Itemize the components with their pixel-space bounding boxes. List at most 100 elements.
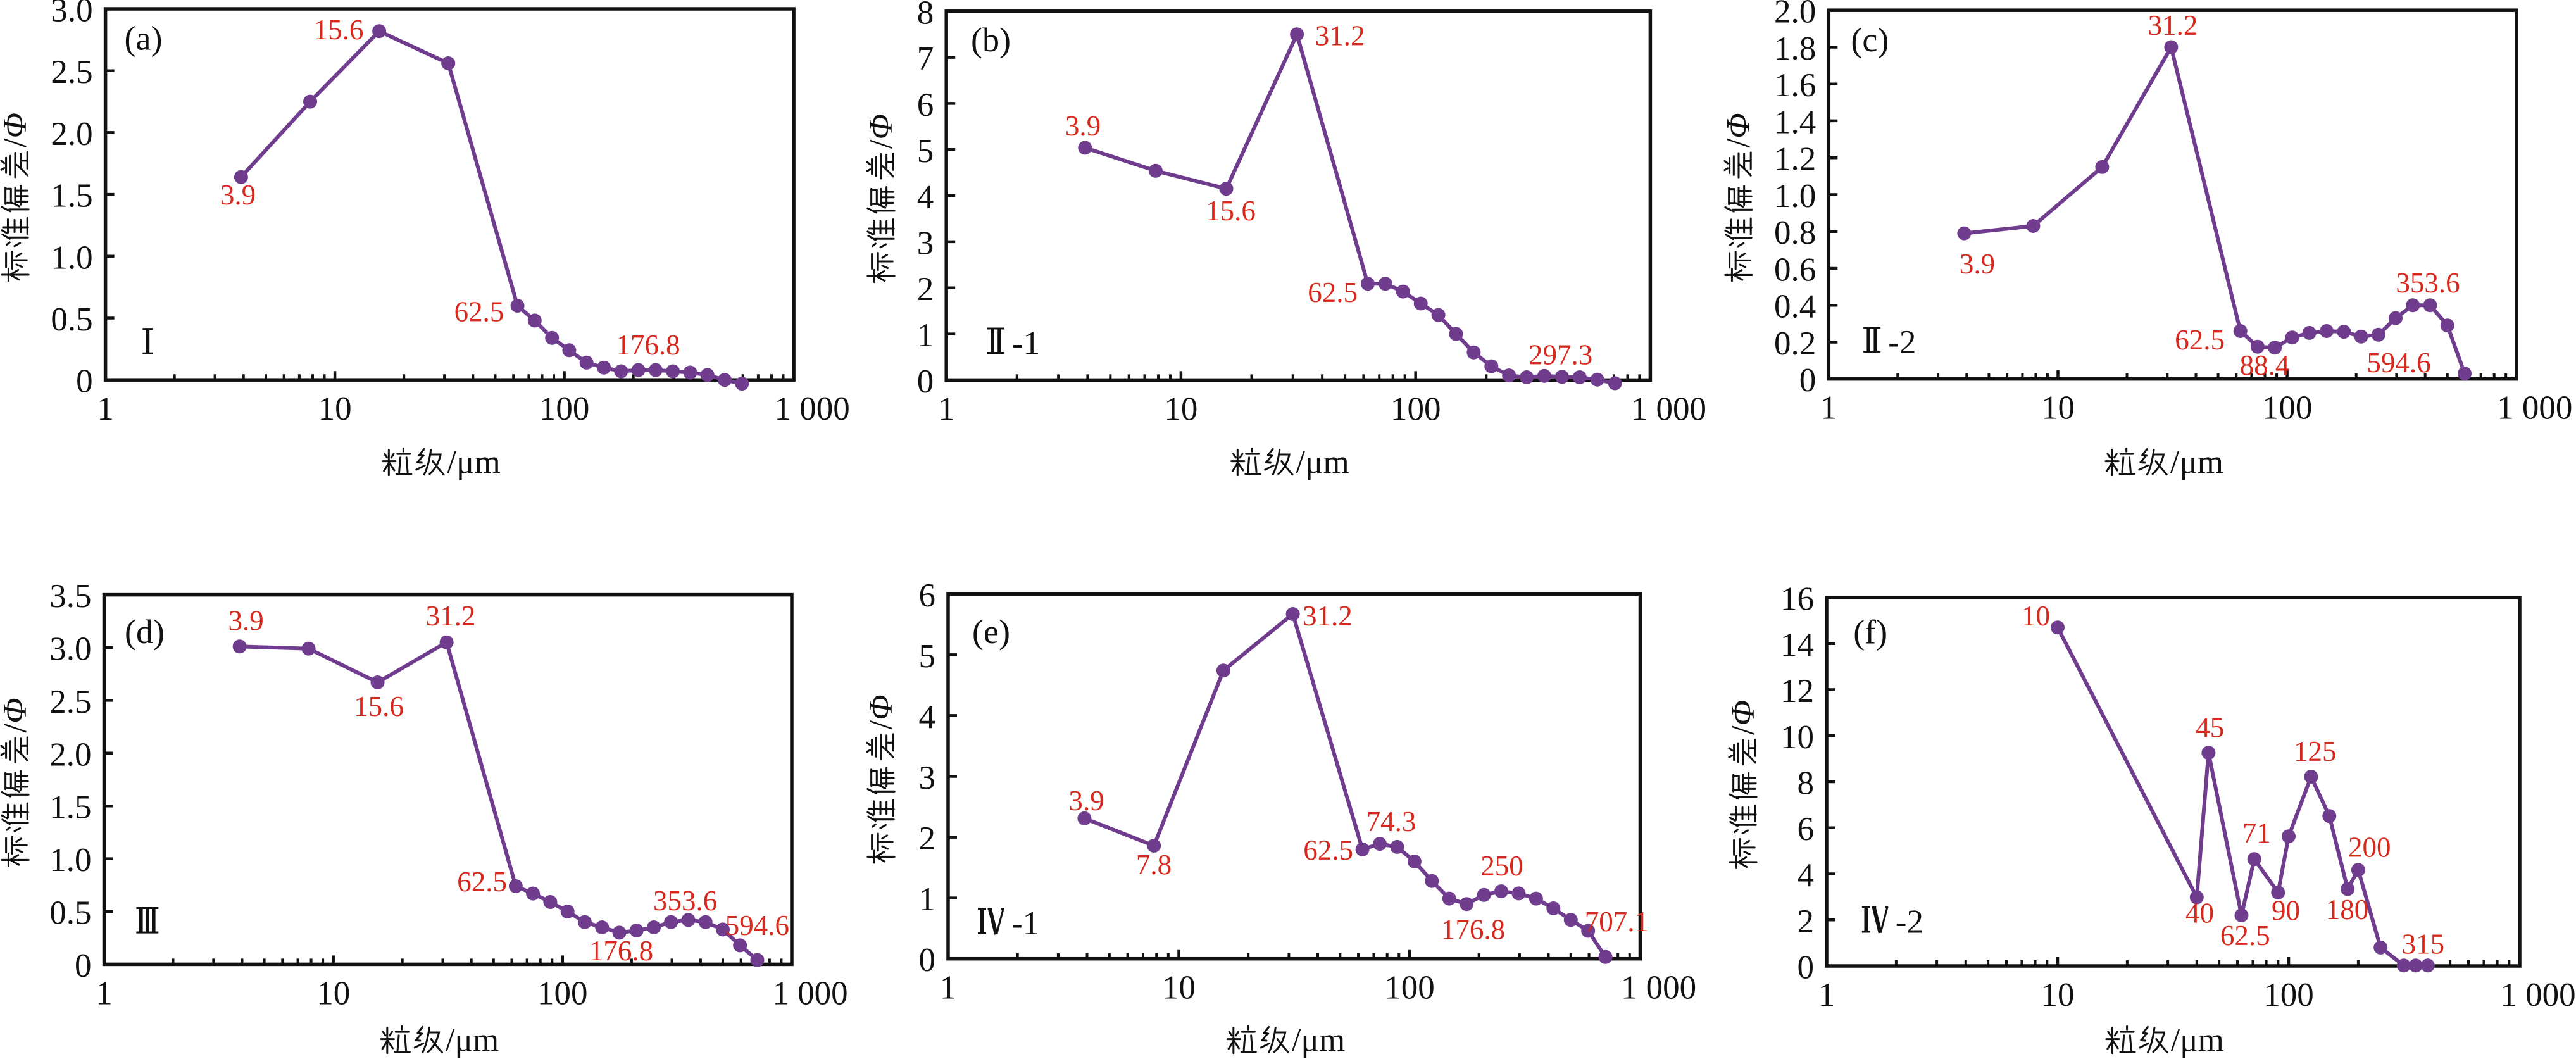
svg-text:1.2: 1.2	[1774, 141, 1816, 178]
svg-text:2.5: 2.5	[51, 54, 92, 91]
svg-text:62.5: 62.5	[1308, 277, 1358, 308]
svg-text:74.3: 74.3	[1366, 806, 1416, 837]
svg-text:176.8: 176.8	[589, 935, 653, 967]
svg-text:5: 5	[919, 638, 936, 675]
svg-text:10: 10	[2041, 977, 2075, 1013]
svg-text:1 000: 1 000	[2500, 977, 2575, 1013]
svg-text:88.4: 88.4	[2240, 349, 2290, 381]
svg-text:1 000: 1 000	[1631, 391, 1706, 427]
svg-text:594.6: 594.6	[725, 910, 789, 941]
svg-text:1 000: 1 000	[774, 391, 849, 427]
svg-text:3.5: 3.5	[49, 578, 91, 615]
svg-text:1.0: 1.0	[1774, 178, 1816, 215]
svg-text:4: 4	[917, 179, 934, 216]
svg-text:1: 1	[938, 391, 955, 427]
svg-text:1.0: 1.0	[49, 842, 91, 879]
svg-text:100: 100	[539, 391, 590, 427]
svg-text:3.0: 3.0	[51, 0, 92, 29]
svg-text:8: 8	[1798, 765, 1815, 802]
svg-text:62.5: 62.5	[2175, 324, 2225, 356]
svg-text:3.9: 3.9	[1068, 785, 1104, 817]
svg-text:176.8: 176.8	[1441, 913, 1505, 945]
svg-text:707.1: 707.1	[1585, 906, 1649, 937]
svg-text:-1: -1	[1011, 905, 1039, 942]
svg-text:180: 180	[2326, 894, 2369, 925]
svg-text:/μm: /μm	[1292, 1022, 1345, 1059]
svg-text:/μm: /μm	[1296, 444, 1349, 481]
svg-text:62.5: 62.5	[454, 296, 504, 328]
svg-text:200: 200	[2348, 831, 2391, 863]
svg-text:(d): (d)	[125, 613, 165, 651]
svg-text:2: 2	[919, 820, 936, 857]
svg-text:3.9: 3.9	[228, 605, 263, 637]
svg-text:297.3: 297.3	[1529, 339, 1592, 371]
svg-text:3.9: 3.9	[1960, 248, 1995, 280]
svg-text:1: 1	[940, 970, 957, 1006]
svg-text:/μm: /μm	[446, 1022, 499, 1059]
svg-text:5: 5	[917, 133, 934, 170]
svg-text:1: 1	[919, 881, 936, 918]
svg-text:15.6: 15.6	[354, 691, 404, 722]
svg-text:3.9: 3.9	[1065, 110, 1101, 142]
svg-text:10: 10	[316, 975, 350, 1012]
svg-text:0.5: 0.5	[51, 301, 92, 338]
svg-text:3.9: 3.9	[220, 179, 256, 211]
svg-text:/μm: /μm	[447, 444, 500, 481]
svg-text:100: 100	[2263, 977, 2314, 1013]
svg-text:10: 10	[318, 391, 352, 427]
svg-text:-1: -1	[1012, 325, 1040, 361]
svg-text:125: 125	[2294, 736, 2337, 767]
svg-text:(e): (e)	[972, 613, 1010, 651]
svg-text:1.4: 1.4	[1774, 104, 1816, 141]
svg-text:15.6: 15.6	[314, 14, 364, 46]
svg-text:4: 4	[919, 699, 936, 736]
svg-text:1: 1	[1818, 977, 1835, 1013]
svg-text:(b): (b)	[971, 21, 1011, 59]
svg-text:2.5: 2.5	[49, 684, 91, 720]
svg-text:14: 14	[1780, 627, 1814, 663]
svg-text:2: 2	[1798, 903, 1815, 940]
svg-text:1: 1	[96, 975, 113, 1012]
svg-text:10: 10	[1164, 391, 1197, 427]
svg-text:6: 6	[1798, 811, 1815, 848]
svg-text:(f): (f)	[1853, 613, 1887, 651]
svg-text:90: 90	[2272, 895, 2300, 927]
svg-text:(a): (a)	[125, 20, 163, 58]
svg-text:7.8: 7.8	[1136, 849, 1172, 880]
svg-text:8: 8	[917, 0, 934, 31]
svg-text:10: 10	[2041, 390, 2075, 427]
svg-text:31.2: 31.2	[426, 600, 476, 632]
svg-text:0.6: 0.6	[1774, 252, 1816, 289]
svg-text:3.0: 3.0	[49, 631, 91, 668]
svg-text:62.5: 62.5	[1303, 834, 1353, 866]
svg-text:62.5: 62.5	[457, 866, 507, 898]
svg-text:0.4: 0.4	[1774, 289, 1816, 325]
svg-text:0.2: 0.2	[1774, 325, 1816, 362]
svg-text:62.5: 62.5	[2220, 920, 2270, 951]
svg-text:3: 3	[919, 760, 936, 796]
svg-text:176.8: 176.8	[616, 329, 680, 361]
svg-text:10: 10	[1780, 719, 1814, 756]
svg-text:/Φ: /Φ	[1720, 113, 1757, 147]
svg-text:0.8: 0.8	[1774, 215, 1816, 251]
svg-text:100: 100	[1391, 391, 1441, 427]
svg-text:1.6: 1.6	[1774, 67, 1816, 104]
svg-text:71: 71	[2242, 817, 2271, 849]
svg-text:3: 3	[917, 225, 934, 261]
svg-text:/Φ: /Φ	[1725, 700, 1761, 735]
svg-text:100: 100	[1384, 970, 1435, 1006]
svg-text:353.6: 353.6	[2396, 267, 2460, 299]
svg-text:0.5: 0.5	[49, 895, 91, 932]
svg-text:250: 250	[1480, 850, 1523, 882]
svg-text:/Φ: /Φ	[863, 114, 899, 149]
svg-text:1 000: 1 000	[1621, 970, 1696, 1006]
svg-text:4: 4	[1798, 857, 1815, 894]
svg-text:31.2: 31.2	[2148, 9, 2198, 41]
svg-text:12: 12	[1780, 673, 1814, 710]
svg-text:/μm: /μm	[2170, 444, 2223, 481]
svg-text:1: 1	[917, 317, 934, 354]
svg-text:/μm: /μm	[2171, 1022, 2224, 1059]
svg-text:10: 10	[1162, 970, 1196, 1006]
svg-text:0: 0	[919, 942, 936, 979]
svg-text:0: 0	[1798, 949, 1815, 986]
